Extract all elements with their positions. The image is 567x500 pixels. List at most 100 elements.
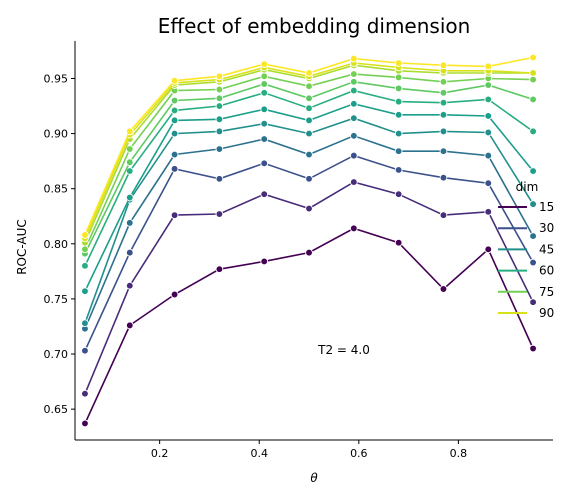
x-tick-label: 0.2 xyxy=(151,447,169,460)
y-tick-label: 0.75 xyxy=(44,293,69,306)
data-point xyxy=(305,129,313,138)
series-line-3 xyxy=(84,134,534,330)
data-point xyxy=(394,110,403,119)
data-point xyxy=(439,77,448,86)
data-point xyxy=(349,86,358,95)
data-point xyxy=(529,258,537,267)
y-tick-label: 0.65 xyxy=(44,403,69,416)
data-point xyxy=(170,129,179,138)
data-point xyxy=(215,115,224,124)
legend-label: 45 xyxy=(539,242,554,256)
data-point xyxy=(125,193,134,202)
data-point xyxy=(439,147,448,156)
data-point xyxy=(349,224,358,233)
data-point xyxy=(349,178,358,186)
x-tick-label: 0.4 xyxy=(250,447,268,460)
data-point xyxy=(484,179,493,188)
data-point xyxy=(349,114,358,123)
data-point xyxy=(305,150,313,159)
legend-title: dim xyxy=(516,180,539,194)
data-point xyxy=(170,290,179,299)
data-point xyxy=(125,127,134,136)
data-point xyxy=(215,85,224,94)
data-point xyxy=(484,128,493,137)
data-point xyxy=(484,207,493,216)
data-point xyxy=(125,158,134,167)
data-point xyxy=(81,419,89,428)
legend-label: 15 xyxy=(539,200,554,214)
data-point xyxy=(484,245,493,254)
data-point xyxy=(529,167,537,175)
data-point xyxy=(529,53,537,62)
data-point xyxy=(439,173,448,182)
data-point xyxy=(394,59,403,67)
data-point xyxy=(484,112,493,120)
data-point xyxy=(529,127,537,136)
data-point xyxy=(215,102,224,110)
annotation-t2: T2 = 4.0 xyxy=(317,343,370,357)
chart-title: Effect of embedding dimension xyxy=(158,14,471,38)
data-point xyxy=(484,151,493,160)
data-point xyxy=(81,319,89,328)
data-point xyxy=(349,151,358,160)
data-point xyxy=(170,116,179,125)
data-point xyxy=(81,287,89,296)
data-point xyxy=(81,262,89,270)
y-axis-label: ROC-AUC xyxy=(15,219,29,275)
data-point xyxy=(81,346,89,355)
data-point xyxy=(349,54,358,63)
x-axis-label: θ xyxy=(310,471,318,485)
data-point xyxy=(529,298,537,307)
y-tick-label: 0.95 xyxy=(44,72,69,85)
data-point xyxy=(260,105,269,114)
x-tick-label: 0.8 xyxy=(450,447,468,460)
data-point xyxy=(125,219,134,227)
data-point xyxy=(439,211,448,219)
data-point xyxy=(260,72,269,81)
data-point xyxy=(215,94,224,103)
data-point xyxy=(439,285,448,293)
data-point xyxy=(125,281,134,290)
data-point xyxy=(305,82,313,91)
legend-label: 75 xyxy=(539,285,554,299)
data-point xyxy=(394,147,403,156)
y-tick-label: 0.80 xyxy=(44,238,69,251)
y-tick-label: 0.85 xyxy=(44,183,69,196)
data-point xyxy=(529,232,537,240)
data-point xyxy=(439,98,448,107)
data-point xyxy=(170,106,179,115)
data-point xyxy=(260,88,269,97)
data-point xyxy=(349,99,358,108)
data-point xyxy=(305,116,313,125)
data-point xyxy=(484,95,493,104)
data-point xyxy=(394,84,403,93)
data-point xyxy=(81,245,89,254)
data-point xyxy=(305,204,313,213)
data-point xyxy=(260,257,269,266)
data-point xyxy=(170,150,179,159)
legend-label: 30 xyxy=(539,221,554,235)
data-point xyxy=(484,62,493,71)
data-point xyxy=(349,131,358,140)
data-point xyxy=(529,200,537,208)
data-point xyxy=(394,238,403,247)
data-point xyxy=(215,72,224,81)
data-point xyxy=(394,97,403,106)
data-point xyxy=(394,73,403,82)
data-point xyxy=(305,248,313,257)
data-point xyxy=(439,88,448,97)
data-point xyxy=(170,76,179,85)
data-point xyxy=(125,248,134,257)
data-point xyxy=(305,94,313,103)
series-layer xyxy=(81,53,537,428)
data-point xyxy=(439,127,448,136)
data-point xyxy=(439,61,448,70)
legend-label: 90 xyxy=(539,306,554,320)
data-point xyxy=(81,231,89,239)
data-point xyxy=(215,210,224,218)
y-tick-label: 0.70 xyxy=(44,348,69,361)
data-point xyxy=(260,60,269,68)
data-point xyxy=(305,174,313,183)
data-point xyxy=(529,95,537,104)
data-point xyxy=(125,321,134,330)
